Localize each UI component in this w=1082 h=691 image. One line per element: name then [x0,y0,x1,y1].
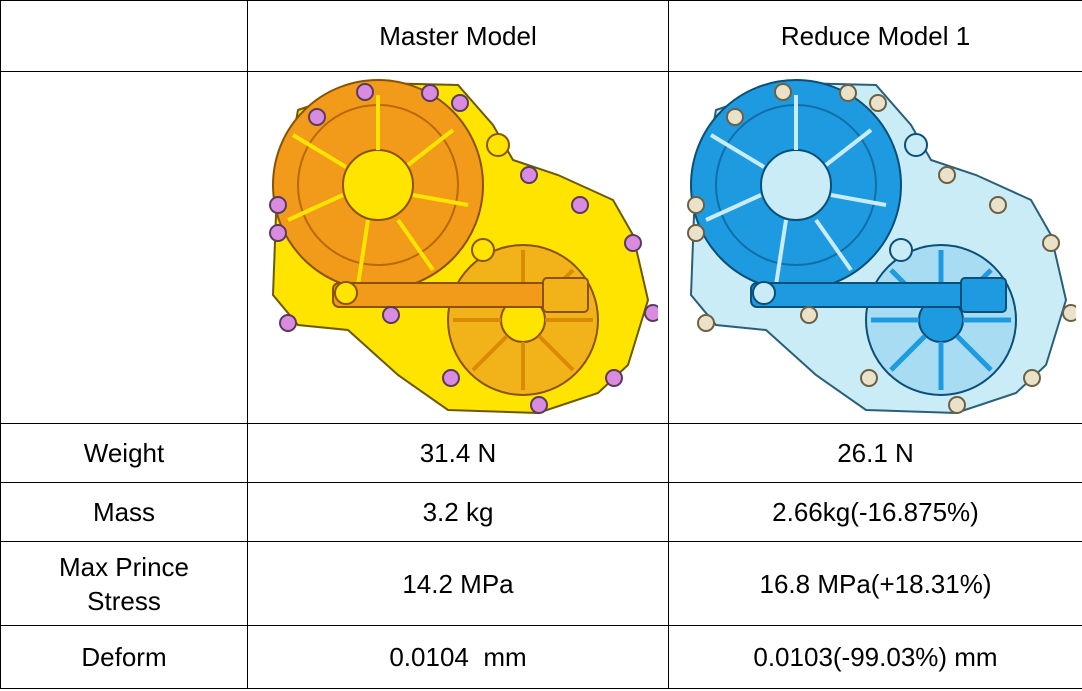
table-row: Max Prince Stress 14.2 MPa 16.8 MPa(+18.… [0,541,1082,626]
table-row: Deform 0.0104 mm 0.0103(-99.03%) mm [0,625,1082,689]
reduce-deform-value: 0.0103(-99.03%) mm [668,625,1082,689]
header-master-model: Master Model [247,0,669,72]
header-corner-cell [0,0,248,72]
row-label-max-prince-stress: Max Prince Stress [0,541,248,626]
reduce-model-image [686,79,1076,415]
gear-housing-casting-icon [269,79,658,415]
master-mass-value: 3.2 kg [247,482,669,542]
master-model-image-cell [247,71,669,424]
image-label-cell [0,71,248,424]
table-row: Mass 3.2 kg 2.66kg(-16.875%) [0,482,1082,542]
reduce-mass-value: 2.66kg(-16.875%) [668,482,1082,542]
row-label-mass: Mass [0,482,248,542]
row-label-weight: Weight [0,423,248,483]
image-row [0,71,1082,424]
master-model-image [269,79,658,415]
table-row: Weight 31.4 N 26.1 N [0,423,1082,483]
reduce-weight-value: 26.1 N [668,423,1082,483]
header-reduce-model: Reduce Model 1 [668,0,1082,72]
gear-housing-casting-icon [686,79,1076,415]
row-label-deform: Deform [0,625,248,689]
master-deform-value: 0.0104 mm [247,625,669,689]
master-stress-value: 14.2 MPa [247,541,669,626]
reduce-stress-value: 16.8 MPa(+18.31%) [668,541,1082,626]
master-weight-value: 31.4 N [247,423,669,483]
reduce-model-image-cell [668,71,1082,424]
header-row: Master Model Reduce Model 1 [0,0,1082,72]
